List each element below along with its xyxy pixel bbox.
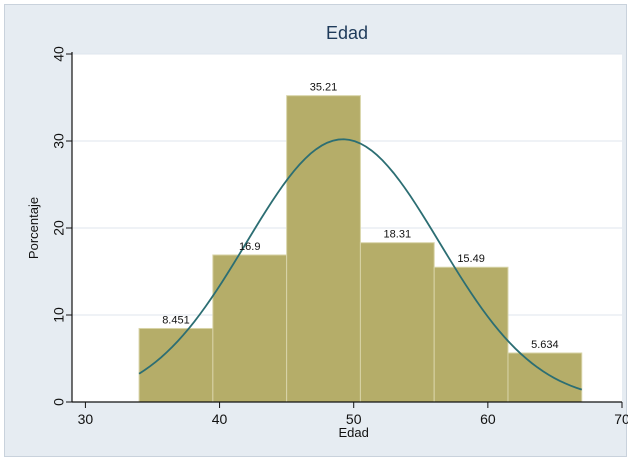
x-tick-label: 30 bbox=[78, 411, 94, 427]
x-tick-label: 60 bbox=[480, 411, 496, 427]
bar-value-label: 35.21 bbox=[310, 82, 338, 94]
chart-frame: Edad 8.451 16.9 35.21 18.31 15.49 5.634 30 40 5… bbox=[4, 4, 628, 457]
histogram-chart: Edad 8.451 16.9 35.21 18.31 15.49 5.634 30 40 5… bbox=[26, 23, 628, 440]
histogram-bars bbox=[138, 95, 583, 403]
x-tick-labels: 30 40 50 60 70 bbox=[78, 411, 628, 427]
x-tick-label: 50 bbox=[346, 411, 362, 427]
y-axis-label: Porcentaje bbox=[26, 197, 41, 259]
histogram-bar bbox=[212, 254, 288, 403]
y-tick-label: 40 bbox=[51, 46, 67, 62]
y-tick-label: 30 bbox=[51, 133, 67, 149]
y-tick-label: 0 bbox=[51, 398, 67, 406]
axes bbox=[66, 52, 623, 408]
bar-labels: 8.451 16.9 35.21 18.31 15.49 5.634 bbox=[162, 82, 558, 351]
histogram-bar bbox=[359, 242, 435, 403]
bar-value-label: 8.451 bbox=[162, 314, 190, 326]
y-tick-label: 20 bbox=[51, 220, 67, 236]
bar-value-label: 16.9 bbox=[239, 241, 260, 253]
x-tick-label: 70 bbox=[614, 411, 628, 427]
bar-value-label: 15.49 bbox=[457, 253, 485, 265]
y-tick-label: 10 bbox=[51, 307, 67, 323]
bar-value-label: 18.31 bbox=[384, 229, 412, 241]
y-tick-labels: 0 10 20 30 40 bbox=[51, 46, 67, 406]
x-axis-label: Edad bbox=[339, 425, 369, 440]
histogram-bar bbox=[286, 95, 361, 403]
chart-title: Edad bbox=[326, 23, 368, 43]
histogram-bar bbox=[433, 266, 509, 403]
bar-value-label: 5.634 bbox=[531, 339, 559, 351]
histogram-bar bbox=[507, 352, 583, 403]
x-tick-label: 40 bbox=[212, 411, 228, 427]
normal-density-curve bbox=[138, 138, 583, 391]
